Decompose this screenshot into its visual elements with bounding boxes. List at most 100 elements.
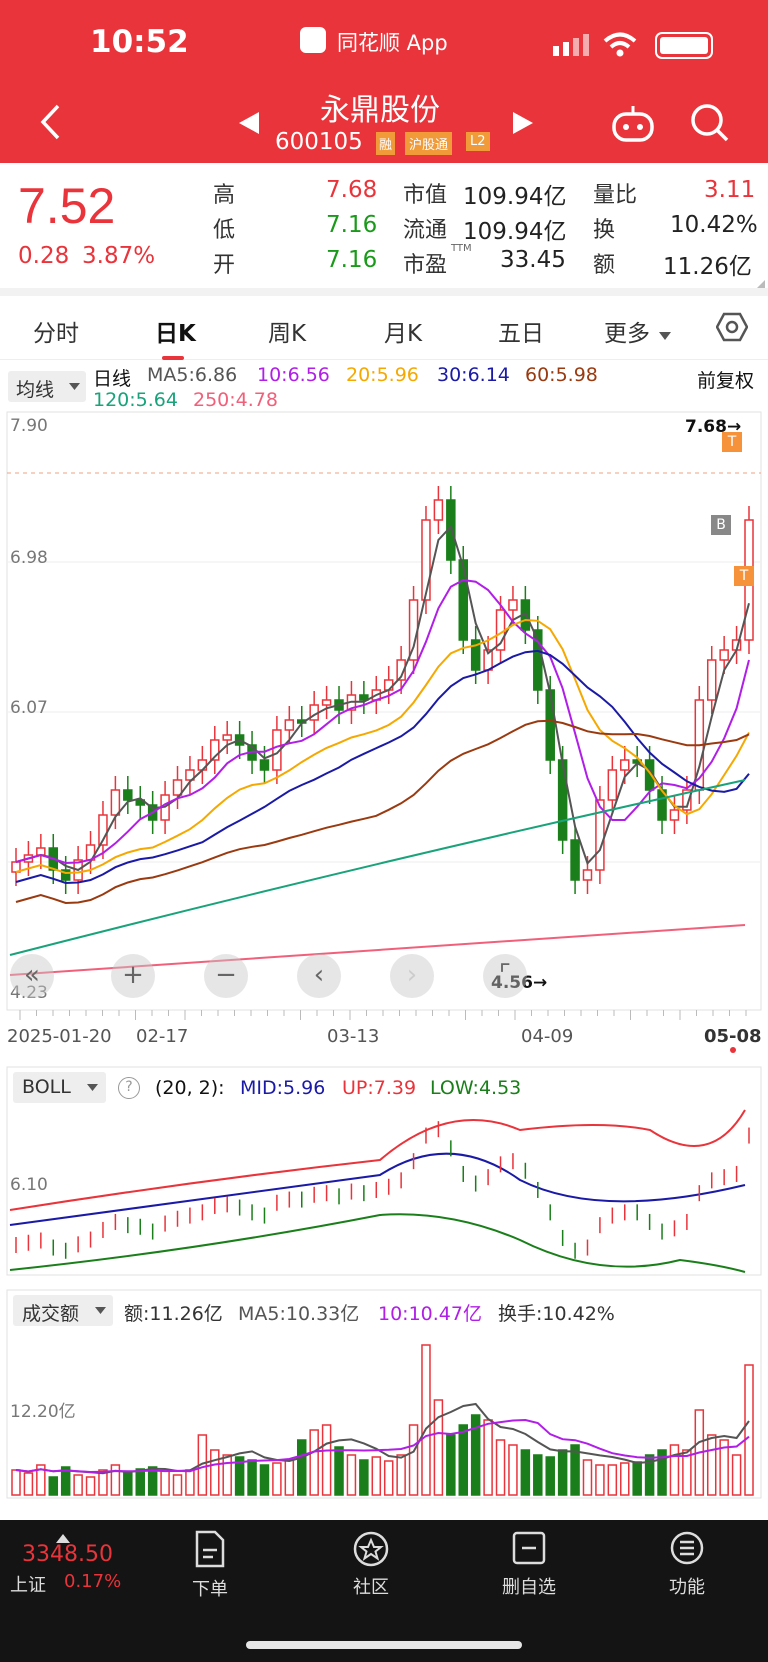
ma60-value: 60:5.98 <box>525 364 598 386</box>
volume-bar <box>259 1464 270 1496</box>
battery-icon <box>655 32 713 59</box>
stock-name: 永鼎股份 <box>320 93 440 128</box>
volume-bar <box>73 1474 83 1496</box>
collapse-icon[interactable]: « <box>10 954 54 998</box>
back-icon[interactable] <box>38 103 62 145</box>
volume-selector[interactable]: 成交额 <box>13 1295 113 1326</box>
nav-functions[interactable]: 功能 <box>637 1530 737 1599</box>
ma5-line <box>15 524 750 872</box>
line-type: 日线 <box>93 368 132 390</box>
volume-bar <box>36 1464 46 1496</box>
next-stock-icon[interactable] <box>511 110 535 140</box>
ma10-line <box>15 578 750 865</box>
volume-ma10-line <box>15 1418 750 1474</box>
candle-body <box>396 659 406 681</box>
tag-l2: L2 <box>466 132 490 151</box>
candle-body <box>110 789 121 816</box>
volume-bar <box>309 1429 319 1496</box>
volume-bar <box>172 1474 183 1496</box>
expand-icon[interactable] <box>754 276 766 295</box>
candle-body <box>682 789 692 811</box>
volume-bar <box>210 1449 220 1496</box>
current-date-dot <box>730 1047 736 1053</box>
tab-five-day[interactable]: 五日 <box>498 321 544 347</box>
volume-bar <box>644 1454 655 1496</box>
app-name: 同花顺 App <box>337 31 448 55</box>
index-value[interactable]: 3348.50 <box>22 1542 113 1567</box>
candle-body <box>421 519 431 601</box>
search-icon[interactable] <box>690 103 730 147</box>
boll-selector[interactable]: BOLL <box>13 1072 106 1103</box>
candle-body <box>570 839 580 881</box>
volume-bar <box>632 1461 642 1496</box>
prev-stock-icon[interactable] <box>237 110 261 140</box>
volume-bar <box>595 1464 605 1496</box>
ma-selector[interactable]: 均线 <box>8 371 86 402</box>
pe-ttm-sup: TTM <box>451 243 472 254</box>
candle-body <box>719 649 729 661</box>
pan-right-icon[interactable]: › <box>390 954 434 998</box>
volume-bar <box>284 1459 295 1496</box>
ma5-value: MA5:6.86 <box>147 364 238 386</box>
volume-ma5: MA5:10.33亿 <box>238 1303 360 1325</box>
order-doc-icon <box>195 1530 225 1568</box>
settings-hex-icon[interactable] <box>715 311 749 347</box>
help-icon[interactable]: ? <box>118 1077 140 1099</box>
volume-bar <box>48 1476 59 1496</box>
ma120-line <box>9 779 746 956</box>
amount-label: 额 <box>593 253 616 278</box>
trade-marker-b: B <box>711 515 731 535</box>
tab-daily-k[interactable]: 日K <box>155 321 196 347</box>
boll-up-line <box>9 1109 746 1211</box>
mcap-value: 109.94亿 <box>463 184 567 210</box>
candle-body <box>582 869 593 881</box>
date-label: 04-09 <box>521 1026 574 1047</box>
tab-intraday[interactable]: 分时 <box>33 321 79 347</box>
nav-remove-watchlist[interactable]: 删自选 <box>479 1530 579 1599</box>
volume-bar <box>582 1459 593 1496</box>
volume-turnover: 换手:10.42% <box>498 1303 615 1325</box>
nav-order[interactable]: 下单 <box>160 1530 260 1601</box>
volume-bar <box>433 1399 444 1496</box>
ma60-line <box>15 719 750 905</box>
fullscreen-icon[interactable]: ⌜ <box>483 954 527 998</box>
volume-bar <box>396 1454 406 1496</box>
tab-weekly-k[interactable]: 周K <box>268 321 307 347</box>
zoom-out-icon[interactable]: − <box>204 954 248 998</box>
volume-bar <box>408 1424 419 1496</box>
pan-left-icon[interactable]: ‹ <box>297 954 341 998</box>
ma250-value: 250:4.78 <box>193 389 278 411</box>
tab-more[interactable]: 更多 <box>604 321 650 347</box>
candle-body <box>36 847 46 856</box>
robot-icon[interactable] <box>612 104 654 146</box>
kline-chart[interactable] <box>0 0 768 1520</box>
high-value: 7.68 <box>326 177 378 203</box>
candle-body <box>321 699 332 706</box>
ma30-value: 30:6.14 <box>437 364 510 386</box>
nav-order-label: 下单 <box>192 1579 228 1600</box>
volume-bar <box>272 1462 282 1496</box>
candle-body <box>470 639 481 671</box>
volume-bar <box>160 1470 170 1496</box>
boll-selector-label: BOLL <box>22 1076 71 1098</box>
adjust-mode[interactable]: 前复权 <box>697 370 755 392</box>
ma250-line <box>9 924 746 976</box>
zoom-in-icon[interactable]: + <box>111 954 155 998</box>
boll-low-line <box>9 1213 746 1273</box>
boll-panel-frame <box>6 1066 762 1276</box>
index-change: 0.17% <box>64 1571 122 1592</box>
volume-amount: 额:11.26亿 <box>124 1303 223 1325</box>
candle-body <box>60 869 71 881</box>
volume-bar <box>483 1419 493 1496</box>
volume-bar <box>706 1434 717 1496</box>
volume-bar <box>11 1469 21 1496</box>
volume-bar <box>545 1456 555 1496</box>
volume-bar <box>383 1460 394 1496</box>
tab-monthly-k[interactable]: 月K <box>384 321 423 347</box>
float-label: 流通 <box>403 218 448 243</box>
volume-bar <box>110 1464 121 1496</box>
nav-community[interactable]: 社区 <box>321 1530 421 1599</box>
candle-body <box>222 734 232 741</box>
candle-body <box>620 759 630 771</box>
open-label: 开 <box>213 253 236 278</box>
